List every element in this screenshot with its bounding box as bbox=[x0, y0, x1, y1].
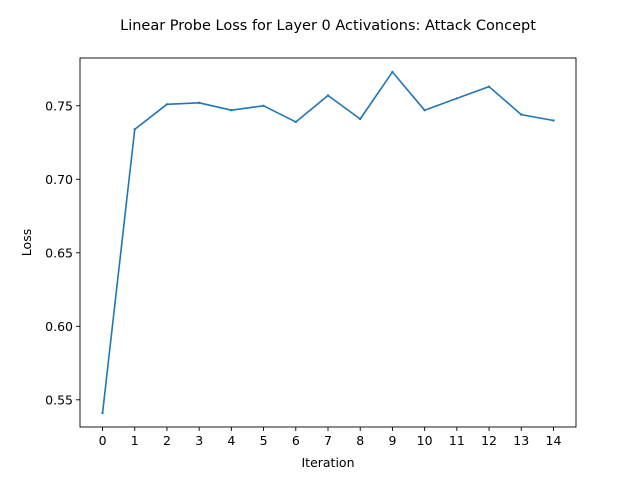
chart-title: Linear Probe Loss for Layer 0 Activation… bbox=[120, 18, 536, 34]
data-point bbox=[326, 94, 330, 97]
x-tick-label: 12 bbox=[481, 433, 497, 448]
x-tick-label: 8 bbox=[356, 433, 364, 448]
x-tick-label: 7 bbox=[324, 433, 332, 448]
y-tick-label: 0.55 bbox=[45, 392, 73, 407]
y-tick-label: 0.70 bbox=[45, 172, 73, 187]
data-point bbox=[520, 113, 523, 116]
data-point bbox=[487, 85, 491, 88]
x-tick-label: 10 bbox=[417, 433, 433, 448]
data-point bbox=[294, 120, 297, 124]
data-point bbox=[165, 103, 169, 106]
y-tick-label: 0.75 bbox=[45, 98, 73, 113]
data-point bbox=[359, 117, 362, 121]
series-line bbox=[101, 71, 555, 414]
x-tick-label: 9 bbox=[388, 433, 396, 448]
plot-area: 0 1 2 3 4 5 6 7 8 9 10 11 12 13 14 0.550.600.650.700.7… bbox=[45, 57, 577, 448]
x-axis-label: Iteration bbox=[301, 455, 354, 470]
x-tick-label: 13 bbox=[513, 433, 529, 448]
x-tick-label: 6 bbox=[292, 433, 300, 448]
data-point bbox=[133, 128, 136, 131]
x-tick-label: 2 bbox=[163, 433, 171, 448]
data-point bbox=[262, 104, 265, 107]
data-point bbox=[552, 119, 555, 122]
series-layer bbox=[101, 70, 555, 415]
data-point bbox=[455, 97, 459, 100]
y-tick-label: 0.65 bbox=[45, 245, 73, 260]
x-tick-label: 4 bbox=[227, 433, 235, 448]
data-point bbox=[391, 70, 394, 74]
data-point bbox=[197, 101, 201, 105]
x-tick-label: 0 bbox=[99, 433, 107, 448]
y-tick-label: 0.60 bbox=[45, 319, 73, 334]
data-point bbox=[423, 108, 426, 112]
x-tick-label: 14 bbox=[546, 433, 562, 448]
x-tick-label: 1 bbox=[131, 433, 139, 448]
x-tick-label: 5 bbox=[260, 433, 268, 448]
y-axis-label: Loss bbox=[19, 229, 34, 256]
data-point bbox=[101, 411, 104, 415]
data-point bbox=[230, 108, 233, 112]
x-tick-label: 11 bbox=[449, 433, 465, 448]
x-axis: 0 1 2 3 4 5 6 7 8 9 10 11 12 13 14 bbox=[99, 427, 562, 448]
y-axis: 0.55 0.60 0.65 0.70 0.75 bbox=[45, 98, 80, 407]
x-tick-label: 3 bbox=[195, 433, 203, 448]
